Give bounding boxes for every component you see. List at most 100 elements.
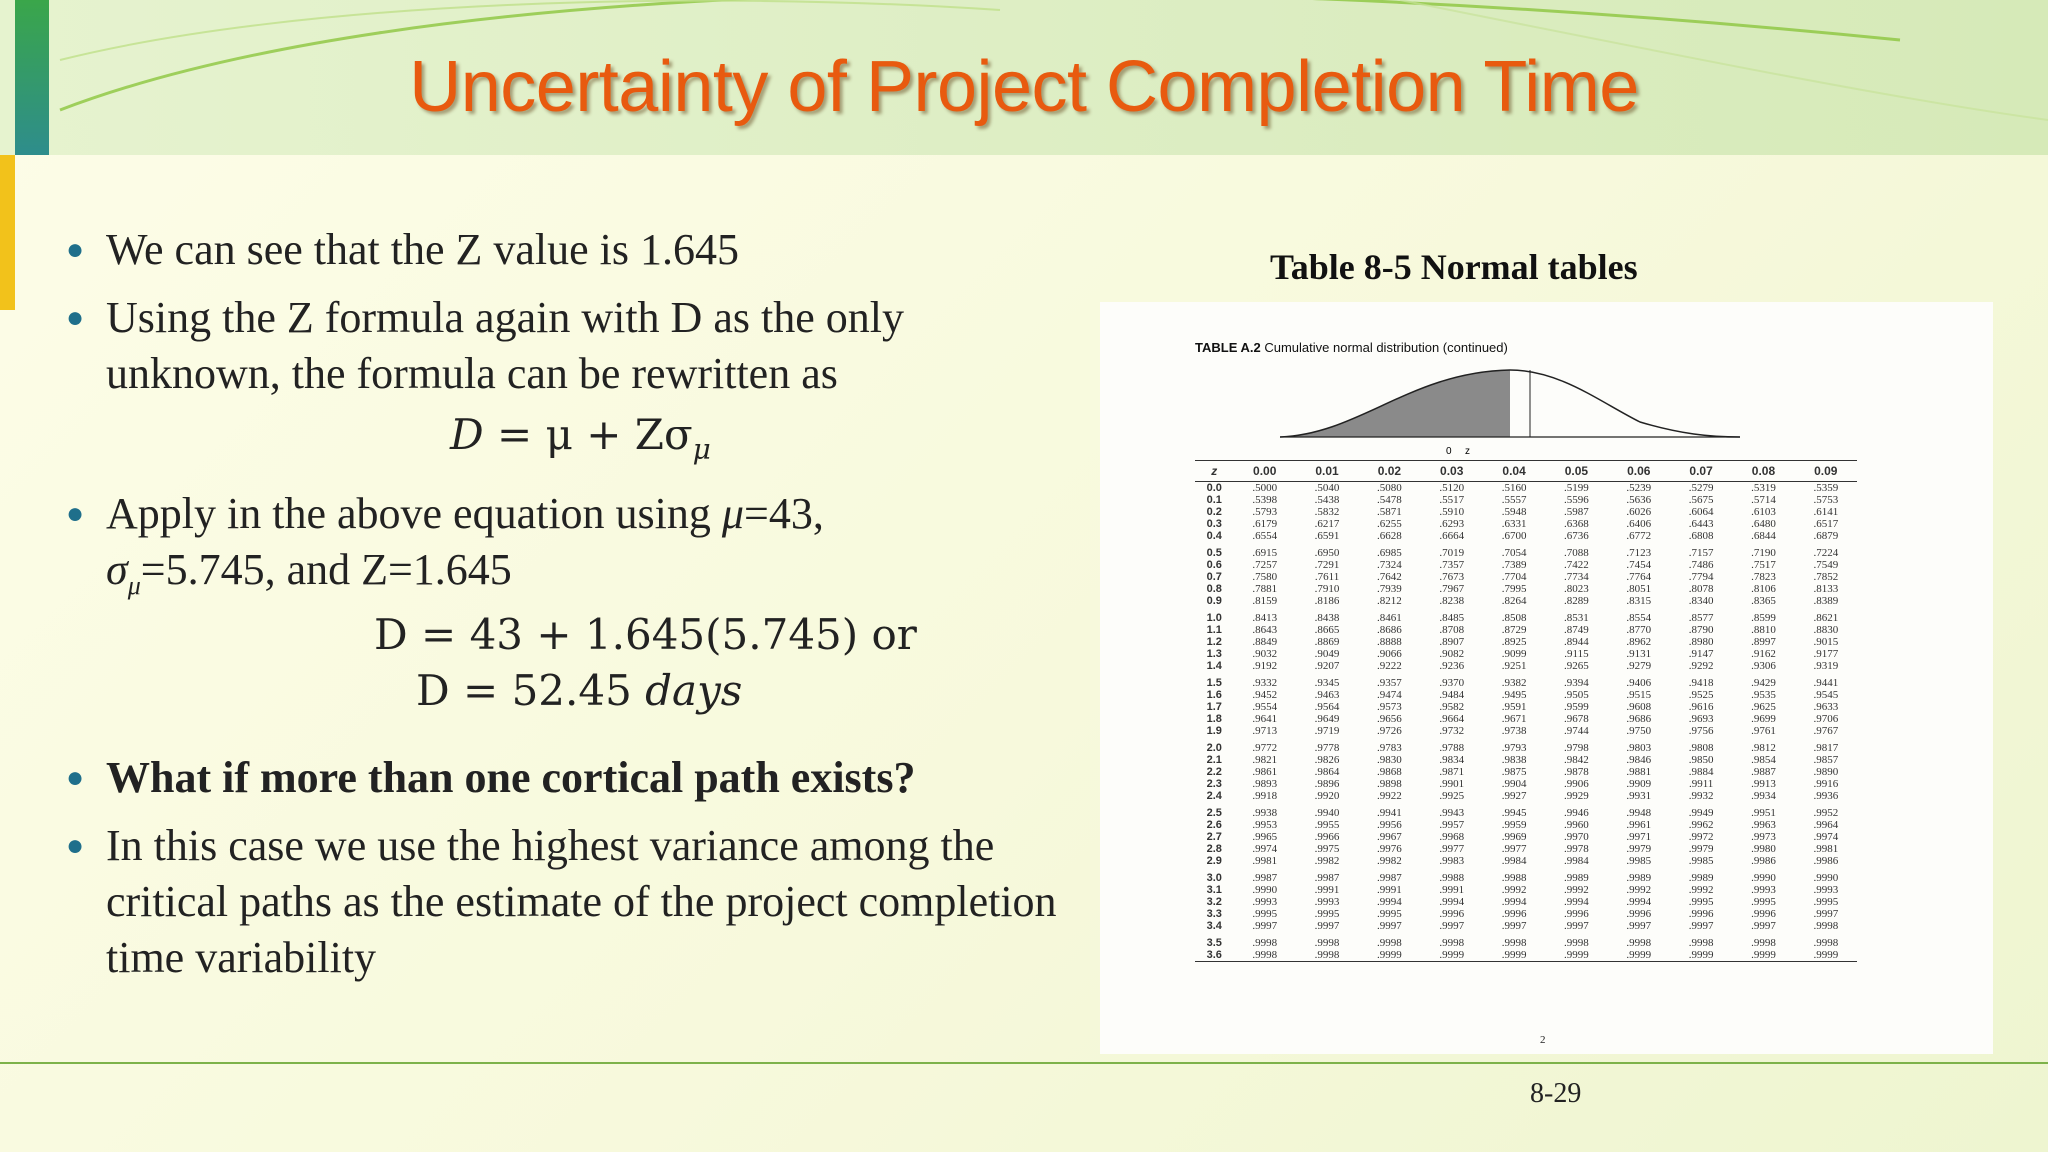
table-row: 1.0 .8413 .8438 .8461 .8485 .8508 .8531 .8554 .8… <box>1195 607 1857 624</box>
table-cell: .9896 <box>1314 778 1340 790</box>
table-cell: .9875 <box>1501 766 1527 778</box>
table-cell: .9265 <box>1564 660 1589 672</box>
table-z-cell: 1.1 <box>1206 624 1222 636</box>
table-cell: .6772 <box>1626 530 1652 542</box>
table-cell: .9147 <box>1688 648 1714 660</box>
table-cell: .9207 <box>1314 660 1340 672</box>
table-cell: .6844 <box>1751 530 1776 542</box>
table-cell: .9909 <box>1626 778 1652 790</box>
table-cell: .7088 <box>1564 547 1589 559</box>
table-header-cell: 0.04 <box>1482 460 1546 482</box>
table-cell: .9495 <box>1501 689 1527 701</box>
table-z-cell: 3.3 <box>1206 908 1222 920</box>
table-z-cell: 2.6 <box>1206 819 1222 831</box>
table-cell: .7764 <box>1626 571 1652 583</box>
table-cell: .9981 <box>1252 855 1278 867</box>
table-row: 0.9 .8159 .8186 .8212 .8238 .8264 .8289 .8315 .8… <box>1195 595 1857 607</box>
table-cell: .8289 <box>1564 595 1589 607</box>
table-cell: .9972 <box>1688 831 1714 843</box>
table-cell: .9861 <box>1252 766 1278 778</box>
table-cell: .6141 <box>1813 506 1839 518</box>
table-cell: .9998 <box>1751 937 1776 949</box>
table-cell: .5120 <box>1439 482 1465 494</box>
table-cell: .9893 <box>1252 778 1278 790</box>
bullet-dot-icon: ● <box>66 301 85 334</box>
table-z-cell: 0.5 <box>1206 547 1222 559</box>
table-cell: .9977 <box>1501 843 1527 855</box>
table-row: 0.2 .5793 .5832 .5871 .5910 .5948 .5987 .6026 .6… <box>1195 506 1857 518</box>
table-cell: .9929 <box>1564 790 1589 802</box>
table-cell: .9998 <box>1295 949 1359 962</box>
table-cell: .9817 <box>1813 742 1839 754</box>
table-z-cell: 0.3 <box>1206 518 1222 530</box>
table-cell: .9898 <box>1377 778 1402 790</box>
table-cell: .9979 <box>1626 843 1652 855</box>
table-row: 2.0 .9772 .9778 .9783 .9788 .9793 .9798 .9803 .9… <box>1195 737 1857 754</box>
table-cell: .9319 <box>1813 660 1839 672</box>
table-z-cell: 1.0 <box>1206 612 1222 624</box>
table-cell: .6255 <box>1377 518 1402 530</box>
table-cell: .9994 <box>1377 896 1402 908</box>
table-caption: TABLE A.2 Cumulative normal distribution… <box>1195 340 1508 355</box>
table-cell: .6026 <box>1626 506 1652 518</box>
table-cell: .9994 <box>1439 896 1465 908</box>
table-row: 1.8 .9641 .9649 .9656 .9664 .9671 .9678 .9686 .9… <box>1195 713 1857 725</box>
table-cell: .9948 <box>1626 807 1652 819</box>
table-cell: .9967 <box>1377 831 1402 843</box>
table-cell: .6700 <box>1501 530 1527 542</box>
table-cell: .9842 <box>1564 754 1589 766</box>
table-cell: .9906 <box>1564 778 1589 790</box>
table-cell: .9993 <box>1314 896 1340 908</box>
table-cell: .9956 <box>1377 819 1402 831</box>
table-cell: .9998 <box>1813 920 1839 932</box>
table-cell: .5160 <box>1501 482 1527 494</box>
table-cell: .7123 <box>1626 547 1652 559</box>
table-cell: .9625 <box>1751 701 1776 713</box>
table-cell: .5279 <box>1688 482 1714 494</box>
bullet-item: ● In this case we use the highest varian… <box>66 818 1076 986</box>
table-cell: .8159 <box>1252 595 1278 607</box>
table-cell: .9778 <box>1314 742 1340 754</box>
table-cell: .7642 <box>1377 571 1402 583</box>
bell-curve-line <box>1280 369 1740 438</box>
table-cell: .5080 <box>1377 482 1402 494</box>
table-cell: .6331 <box>1501 518 1527 530</box>
table-cell: .9803 <box>1626 742 1652 754</box>
table-row: 2.3 .9893 .9896 .9898 .9901 .9904 .9906 .9909 .9… <box>1195 778 1857 790</box>
table-cell: .8962 <box>1626 636 1652 648</box>
page-number: 8-29 <box>1530 1078 1582 1109</box>
bullet-item: ● Apply in the above equation using μ=43… <box>66 486 1076 614</box>
table-cell: .9429 <box>1751 677 1776 689</box>
table-z-cell: 1.4 <box>1206 660 1222 672</box>
table-cell: .9484 <box>1439 689 1465 701</box>
table-cell: .8770 <box>1626 624 1652 636</box>
table-cell: .7324 <box>1377 559 1402 571</box>
table-cell: .9997 <box>1688 920 1714 932</box>
table-cell: .9918 <box>1252 790 1278 802</box>
table-cell: .9505 <box>1564 689 1589 701</box>
table-cell: .9878 <box>1564 766 1589 778</box>
table-cell: .9911 <box>1688 778 1714 790</box>
table-cell: .5636 <box>1626 494 1652 506</box>
table-cell: .9998 <box>1377 937 1402 949</box>
table-cell: .9871 <box>1439 766 1465 778</box>
table-cell: .9997 <box>1314 920 1340 932</box>
table-cell: .9306 <box>1751 660 1776 672</box>
table-cell: .9998 <box>1813 937 1839 949</box>
table-cell: .8944 <box>1564 636 1589 648</box>
bullet-item: ● We can see that the Z value is 1.645 <box>66 222 1076 278</box>
table-cell: .9991 <box>1314 884 1340 896</box>
table-cell: .9032 <box>1252 648 1278 660</box>
table-cell: .9671 <box>1501 713 1527 725</box>
table-cell: .8365 <box>1751 595 1776 607</box>
table-cell: .6736 <box>1564 530 1589 542</box>
normal-table-figure: TABLE A.2 Cumulative normal distribution… <box>1100 302 1993 1054</box>
table-cell: .8686 <box>1377 624 1402 636</box>
table-cell: .9830 <box>1377 754 1402 766</box>
table-cell: .9989 <box>1688 872 1714 884</box>
table-cell: .7995 <box>1501 583 1527 595</box>
table-cell: .9922 <box>1377 790 1402 802</box>
table-z-cell: 3.1 <box>1206 884 1222 896</box>
table-cell: .9850 <box>1688 754 1714 766</box>
table-cell: .9599 <box>1564 701 1589 713</box>
